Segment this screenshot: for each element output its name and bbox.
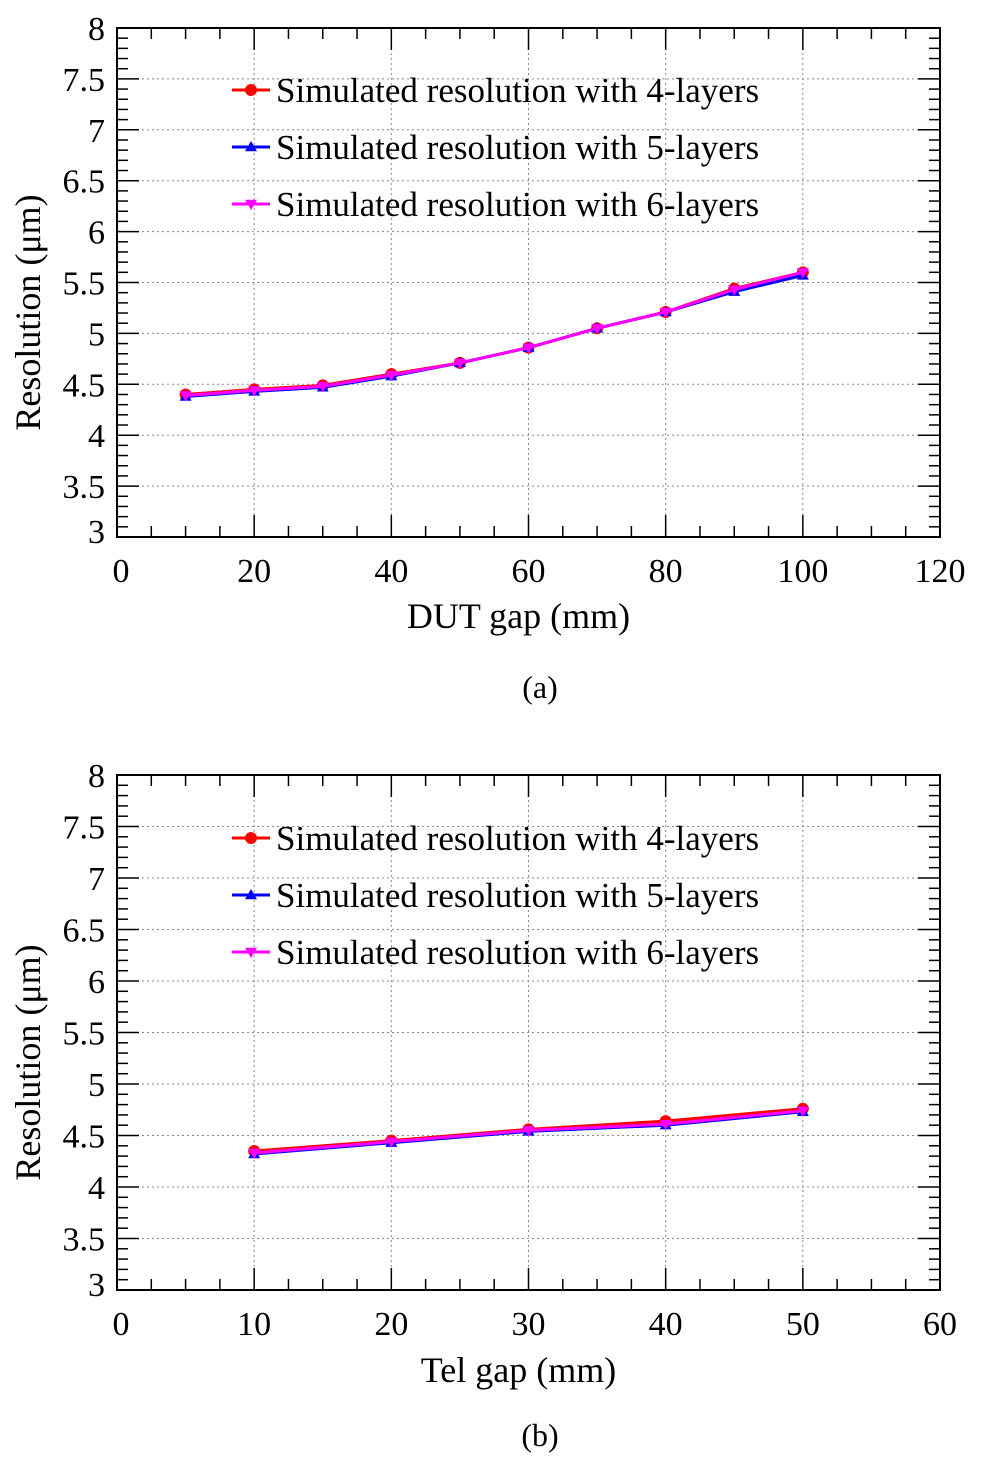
data-point bbox=[796, 268, 809, 279]
data-point bbox=[316, 382, 329, 393]
data-point bbox=[522, 1126, 535, 1137]
legend-entry: Simulated resolution with 5-layers bbox=[276, 876, 759, 915]
y-tick-label: 5.5 bbox=[63, 266, 106, 303]
data-point bbox=[591, 324, 604, 335]
series-5-layers bbox=[179, 269, 809, 401]
y-tick-label: 4.5 bbox=[63, 367, 106, 404]
y-tick-label: 6.5 bbox=[63, 913, 106, 950]
y-tick-label: 5 bbox=[88, 316, 105, 353]
legend-marker bbox=[245, 199, 257, 210]
x-tick-label: 80 bbox=[649, 553, 683, 590]
data-point bbox=[659, 307, 672, 319]
legend-marker bbox=[245, 947, 257, 958]
legend-entry: Simulated resolution with 4-layers bbox=[276, 819, 759, 858]
x-tick-label: 120 bbox=[915, 553, 966, 590]
y-tick-label: 4 bbox=[88, 1170, 105, 1207]
y-tick-label: 5 bbox=[88, 1067, 105, 1104]
chart-panel-a: 0 20 40 60 80 100 120 3 3.5 4 4.5 5 5.5 6 6.5 7 7.5 8 DUT … bbox=[8, 11, 966, 705]
x-tick-label: 10 bbox=[237, 1306, 271, 1343]
data-point bbox=[659, 1119, 672, 1131]
y-tick-label: 7.5 bbox=[63, 810, 106, 847]
x-axis-label: Tel gap (mm) bbox=[421, 1350, 616, 1390]
legend-entry: Simulated resolution with 4-layers bbox=[276, 71, 759, 110]
y-tick-label: 8 bbox=[88, 758, 105, 795]
legend-marker bbox=[245, 889, 257, 900]
x-tick-label: 20 bbox=[237, 553, 271, 590]
legend-entry: Simulated resolution with 5-layers bbox=[276, 128, 759, 167]
y-axis-label: Resolution (μm) bbox=[8, 194, 48, 430]
data-point bbox=[385, 370, 398, 382]
legend-marker bbox=[245, 141, 257, 152]
x-tick-label: 20 bbox=[374, 1306, 408, 1343]
data-point bbox=[796, 1106, 809, 1117]
x-tick-label: 60 bbox=[923, 1306, 957, 1343]
y-tick-label: 7 bbox=[88, 113, 105, 150]
series-6-layers bbox=[179, 268, 809, 402]
x-tick-label: 60 bbox=[512, 553, 546, 590]
y-tick-label: 3 bbox=[88, 514, 105, 551]
panel-caption: (a) bbox=[522, 669, 558, 705]
y-axis-label: Resolution (μm) bbox=[8, 944, 48, 1180]
x-tick-label: 30 bbox=[512, 1306, 546, 1343]
data-point bbox=[522, 343, 535, 354]
y-tick-label: 7 bbox=[88, 861, 105, 898]
y-tick-label: 7.5 bbox=[63, 62, 106, 99]
y-tick-label: 4.5 bbox=[63, 1119, 106, 1156]
legend-entry: Simulated resolution with 6-layers bbox=[276, 185, 759, 224]
x-tick-label: 50 bbox=[786, 1306, 820, 1343]
data-point bbox=[248, 386, 261, 397]
data-point bbox=[179, 391, 192, 402]
plot-frame bbox=[116, 27, 941, 538]
x-tick-label: 0 bbox=[113, 553, 130, 590]
chart-panel-b: 0 10 20 30 40 50 60 3 3.5 4 4.5 5 5.5 6 6.5 7 7.5 8 Tel ga… bbox=[8, 758, 957, 1453]
x-axis-label: DUT gap (mm) bbox=[407, 596, 630, 636]
legend: Simulated resolution with 4-layers Simula… bbox=[232, 819, 759, 972]
data-point bbox=[453, 358, 466, 369]
y-tick-label: 4 bbox=[88, 418, 105, 455]
y-tick-label: 8 bbox=[88, 11, 105, 48]
legend-marker bbox=[245, 832, 257, 844]
x-tick-label: 0 bbox=[113, 1306, 130, 1343]
x-tick-label: 40 bbox=[374, 553, 408, 590]
x-tick-label: 100 bbox=[777, 553, 828, 590]
y-tick-label: 5.5 bbox=[63, 1016, 106, 1053]
y-tick-label: 6.5 bbox=[63, 164, 106, 201]
legend: Simulated resolution with 4-layers Simula… bbox=[232, 71, 759, 224]
plot-frame bbox=[116, 774, 941, 1291]
y-tick-label: 6 bbox=[88, 964, 105, 1001]
y-tick-label: 6 bbox=[88, 215, 105, 252]
y-tick-label: 3.5 bbox=[63, 1222, 106, 1259]
x-tick-label: 40 bbox=[649, 1306, 683, 1343]
series-line bbox=[185, 270, 804, 397]
data-point bbox=[385, 1137, 398, 1148]
y-tick-label: 3 bbox=[88, 1267, 105, 1304]
panel-caption: (b) bbox=[521, 1417, 558, 1453]
series-line bbox=[185, 273, 804, 399]
data-point bbox=[728, 285, 741, 296]
y-tick-label: 3.5 bbox=[63, 469, 106, 506]
data-point bbox=[248, 1148, 261, 1160]
legend-entry: Simulated resolution with 6-layers bbox=[276, 933, 759, 972]
series-6-layers bbox=[248, 1106, 809, 1160]
legend-marker bbox=[245, 84, 257, 96]
